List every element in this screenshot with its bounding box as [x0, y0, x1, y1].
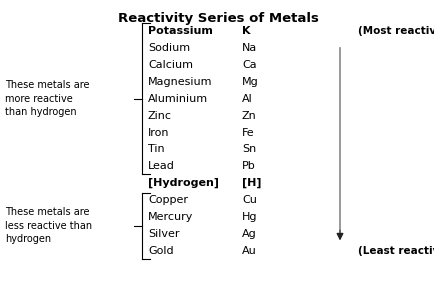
Text: Fe: Fe: [241, 128, 254, 138]
Text: Zn: Zn: [241, 111, 256, 121]
Text: Calcium: Calcium: [148, 60, 193, 70]
Text: (Least reactive metal): (Least reactive metal): [357, 246, 434, 256]
Text: Sn: Sn: [241, 144, 256, 154]
Text: Hg: Hg: [241, 212, 257, 222]
Text: Sodium: Sodium: [148, 43, 190, 53]
Text: Lead: Lead: [148, 161, 174, 171]
Text: Ag: Ag: [241, 229, 256, 239]
Text: (Most reactive metal): (Most reactive metal): [357, 26, 434, 36]
Text: Al: Al: [241, 94, 252, 104]
Text: Iron: Iron: [148, 128, 169, 138]
Text: K: K: [241, 26, 250, 36]
Text: Copper: Copper: [148, 195, 187, 205]
Text: Silver: Silver: [148, 229, 179, 239]
Text: Gold: Gold: [148, 246, 173, 256]
Text: Potassium: Potassium: [148, 26, 212, 36]
Text: Mg: Mg: [241, 77, 258, 87]
Text: Magnesium: Magnesium: [148, 77, 212, 87]
Text: Aluminium: Aluminium: [148, 94, 207, 104]
Text: Na: Na: [241, 43, 256, 53]
Text: Ca: Ca: [241, 60, 256, 70]
Text: Cu: Cu: [241, 195, 256, 205]
Text: These metals are
less reactive than
hydrogen: These metals are less reactive than hydr…: [5, 207, 92, 244]
Text: Reactivity Series of Metals: Reactivity Series of Metals: [117, 12, 318, 25]
Text: Tin: Tin: [148, 144, 164, 154]
Text: Pb: Pb: [241, 161, 255, 171]
Text: Mercury: Mercury: [148, 212, 193, 222]
Text: These metals are
more reactive
than hydrogen: These metals are more reactive than hydr…: [5, 80, 89, 117]
Text: Au: Au: [241, 246, 256, 256]
Text: [Hydrogen]: [Hydrogen]: [148, 178, 218, 188]
Text: Zinc: Zinc: [148, 111, 171, 121]
Text: [H]: [H]: [241, 178, 261, 188]
